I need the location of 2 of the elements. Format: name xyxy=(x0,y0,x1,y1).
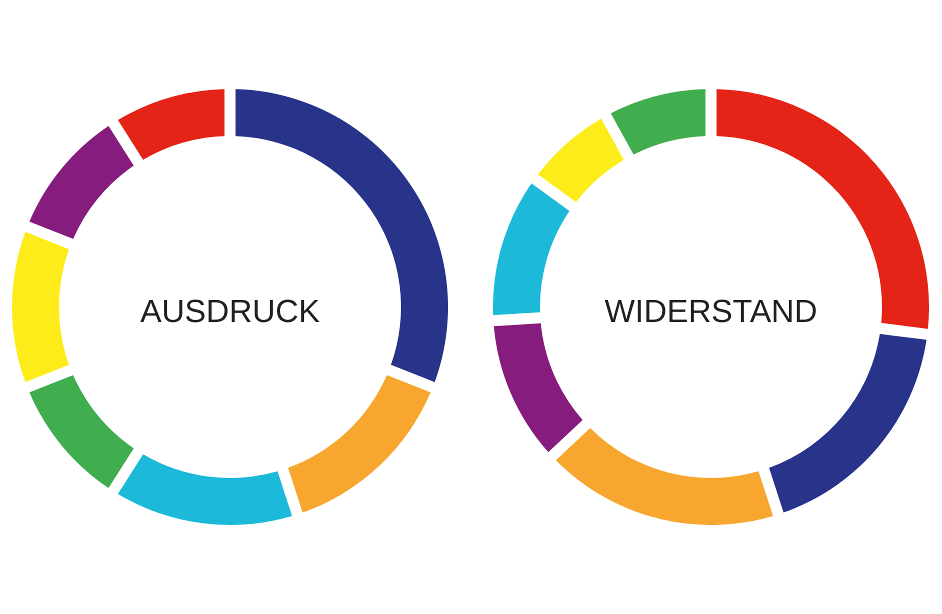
text: WIDERSTAND xyxy=(604,293,818,329)
text: AUSDRUCK xyxy=(140,293,320,329)
